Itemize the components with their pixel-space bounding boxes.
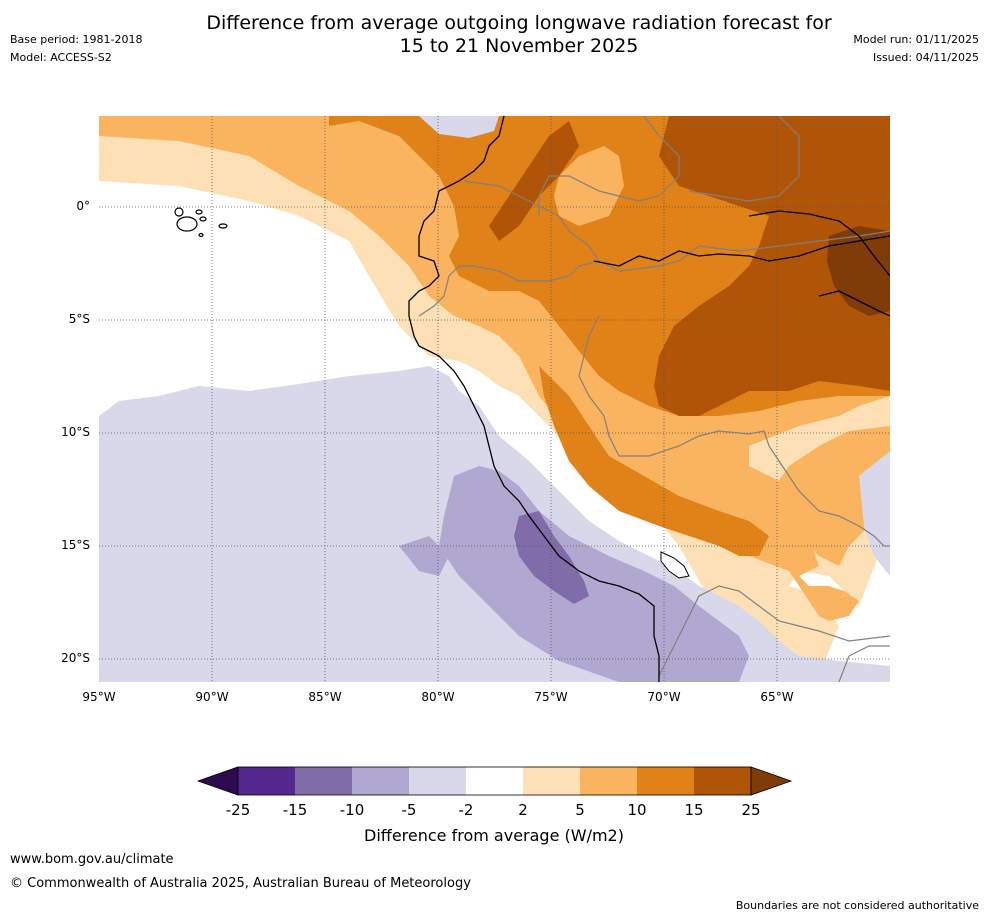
lat-label-0: 0° bbox=[76, 199, 90, 213]
title-line-2: 15 to 21 November 2025 bbox=[399, 35, 639, 57]
issued-date: Issued: 04/11/2025 bbox=[872, 51, 979, 64]
olr-anomaly-map bbox=[99, 116, 890, 682]
boundary-disclaimer: Boundaries are not considered authoritat… bbox=[735, 899, 979, 912]
lon-label-75w: 75°W bbox=[534, 690, 568, 704]
anomaly-15-to-25-north bbox=[489, 121, 579, 241]
colorbar-outline bbox=[237, 766, 752, 796]
colorbar-tick-8: 10 bbox=[627, 801, 647, 819]
colorbar-tick-1: -25 bbox=[225, 801, 251, 819]
colorbar-tick-10: 25 bbox=[741, 801, 761, 819]
gridlines bbox=[99, 116, 890, 682]
country-borders bbox=[418, 116, 890, 682]
anomaly-5-to-10-patch bbox=[769, 426, 890, 566]
colorbar-segment-2 bbox=[295, 767, 352, 795]
colorbar-tick-9: 15 bbox=[684, 801, 704, 819]
lat-label-20s: 20°S bbox=[61, 651, 90, 665]
colorbar-segment-8 bbox=[637, 767, 694, 795]
anomaly-minus-2-northpocket bbox=[419, 116, 499, 138]
lon-label-90w: 90°W bbox=[195, 690, 229, 704]
lat-label-10s: 10°S bbox=[61, 425, 90, 439]
colorbar-segment-5 bbox=[466, 767, 523, 795]
anomaly-minus-5-to-minus-10 bbox=[439, 466, 749, 682]
colorbar-label: Difference from average (W/m2) bbox=[364, 826, 624, 845]
title-line-1: Difference from average outgoing longwav… bbox=[206, 12, 832, 34]
colorbar-extend-max bbox=[750, 766, 793, 796]
colorbar-segment-3 bbox=[352, 767, 409, 795]
lake-titicaca bbox=[660, 551, 690, 579]
colorbar-tick-5: -2 bbox=[458, 801, 474, 819]
lon-label-85w: 85°W bbox=[308, 690, 342, 704]
colorbar-extend-min bbox=[196, 766, 239, 796]
website-link[interactable]: www.bom.gov.au/climate bbox=[10, 852, 174, 867]
lat-label-5s: 5°S bbox=[68, 312, 90, 326]
colorbar-segment-4 bbox=[409, 767, 466, 795]
lon-label-70w: 70°W bbox=[647, 690, 681, 704]
lon-label-80w: 80°W bbox=[421, 690, 455, 704]
galapagos-islands bbox=[174, 207, 228, 238]
anomaly-minus-10-to-minus-15 bbox=[514, 511, 589, 604]
chart-title: Difference from average outgoing longwav… bbox=[0, 12, 988, 58]
colorbar bbox=[196, 766, 793, 796]
colorbar-segment-9 bbox=[694, 767, 751, 795]
colorbar-segment-6 bbox=[523, 767, 580, 795]
lon-label-95w: 95°W bbox=[82, 690, 116, 704]
colorbar-segment-7 bbox=[580, 767, 637, 795]
model-run: Model run: 01/11/2025 bbox=[853, 33, 979, 46]
lat-label-15s: 15°S bbox=[61, 538, 90, 552]
colorbar-tick-6: 2 bbox=[518, 801, 528, 819]
base-period: Base period: 1981-2018 bbox=[10, 33, 143, 46]
meta-left: Base period: 1981-2018 Model: ACCESS-S2 bbox=[10, 31, 142, 67]
colorbar-tick-7: 5 bbox=[575, 801, 585, 819]
meta-right: Model run: 01/11/2025 Issued: 04/11/2025 bbox=[853, 31, 979, 67]
colorbar-tick-4: -5 bbox=[401, 801, 417, 819]
copyright-notice: © Commonwealth of Australia 2025, Austra… bbox=[10, 876, 471, 891]
colorbar-segment-1 bbox=[238, 767, 295, 795]
colorbar-tick-2: -15 bbox=[282, 801, 308, 819]
coastlines bbox=[408, 116, 890, 682]
model-name: Model: ACCESS-S2 bbox=[10, 51, 112, 64]
colorbar-tick-3: -10 bbox=[339, 801, 365, 819]
anomaly-10-to-15-lower bbox=[539, 366, 769, 556]
anomaly-15-to-25 bbox=[654, 116, 890, 416]
lon-label-65w: 65°W bbox=[760, 690, 794, 704]
